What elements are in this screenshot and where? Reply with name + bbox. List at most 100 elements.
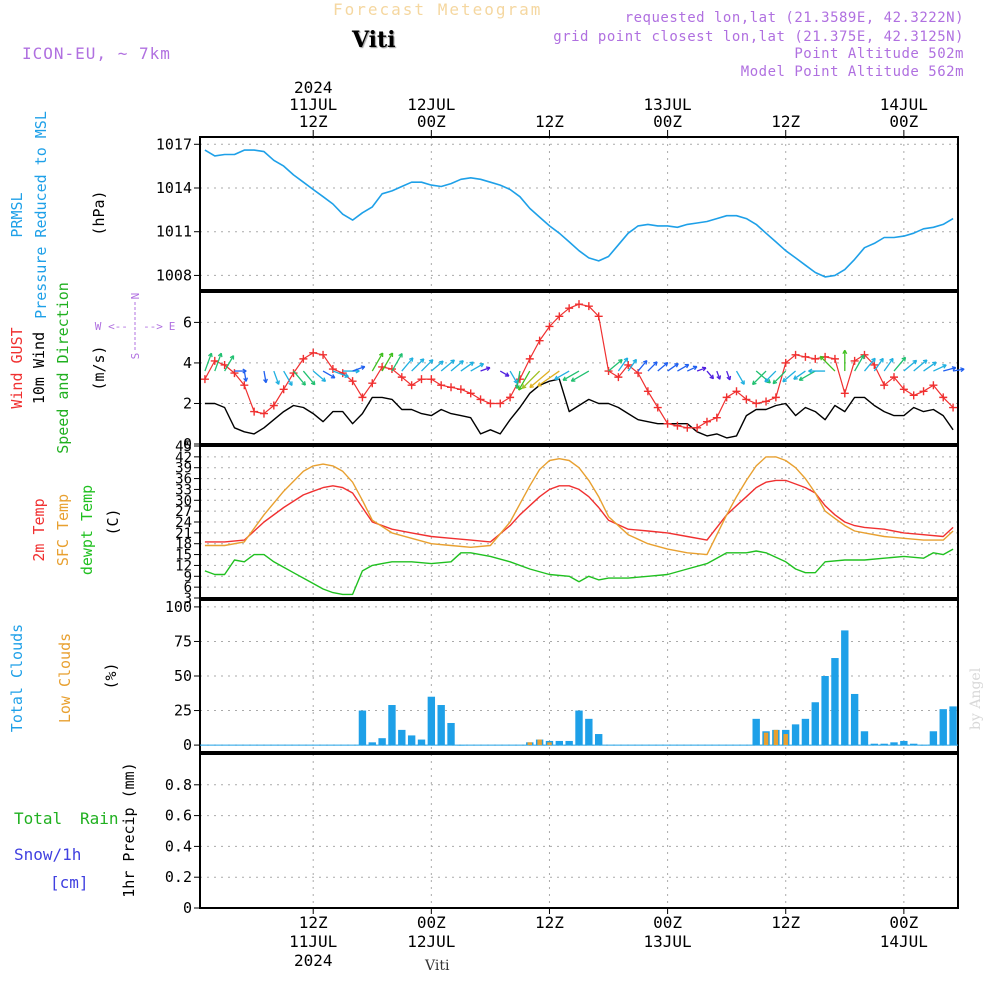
y-tick-label: 0.2 [165,868,192,886]
wind-arrow [883,358,894,372]
total-cloud-bar [949,706,957,746]
total-cloud-bar [427,696,436,746]
wind-arrow [903,359,917,372]
wind-arrowhead [798,376,804,381]
total-cloud-bar [368,742,376,746]
wind-arrow [726,370,731,381]
gridpoint-coords: grid point closest lon,lat (21.375E, 42.… [553,29,964,45]
wind-arrowhead [922,359,928,364]
top-time-label: 14JUL [880,95,928,114]
wind-gust-marker [899,385,908,394]
wind-arrowhead [819,355,825,361]
precip-unit: 1hr Precip (mm) [120,762,138,897]
wind-gust-marker [525,354,534,363]
top-time-label: 12Z [299,112,328,131]
total-cloud-bar [752,718,760,746]
compass-arrow-e: --> [143,320,163,333]
wind-arrowhead [623,357,629,362]
wind-arrowhead [632,358,638,364]
wind-arrowhead [428,359,434,364]
wind-arrowhead [912,359,918,365]
wind-arrow [752,370,767,385]
y-tick-label: 45 [175,439,192,455]
wind-arrowhead [513,379,518,384]
wind-gust-marker [801,352,810,361]
wind-arrow [521,370,541,389]
wind-gust-marker [683,423,692,432]
wind-gust-marker [319,350,328,359]
total-cloud-bar [929,731,938,746]
wind-arrowhead [860,354,865,360]
wind-arrowhead [554,375,559,380]
wind-arrowhead [618,358,623,364]
y-tick-label: 1014 [156,179,192,197]
wind-arrowhead [871,357,876,363]
wind-gust-marker [909,391,918,400]
bottom-time-label: 00Z [653,913,682,932]
total-cloud-bar [890,742,898,746]
total-cloud-bar [358,710,367,746]
compass-n: N [129,293,142,300]
wind-gust-marker [919,387,928,396]
total-cloud-bar [407,735,416,746]
wind-arrowhead [692,365,698,371]
wind-arrowhead [408,357,414,362]
wind-gust-marker [939,393,948,402]
pressure-label: PRMSL [8,192,26,237]
wind-gust-marker [575,300,583,309]
wind-arrow [772,370,787,385]
wind-arrow [764,370,777,383]
wind-gust-label: Wind GUST [8,327,26,408]
total-cloud-bar [378,738,386,746]
wind-arrowhead [378,352,384,358]
wind-arrow [667,363,679,372]
wind-arrowhead [772,379,778,385]
top-time-label: 13JUL [644,95,692,114]
y-tick-label: 39 [175,461,192,477]
wind-arrow [440,359,455,372]
wind-arrow [687,365,698,372]
y-tick-label: 25 [174,702,192,720]
total-cloud-bar [900,740,908,746]
wind-arrow [371,352,384,372]
y-tick-label: 36 [175,472,192,488]
wind-arrow [243,370,247,382]
wind-gust-marker [584,302,593,311]
wind-gust-marker [565,304,574,313]
temp-dewpt-label: dewpt Temp [78,485,96,575]
wind-gust-marker [840,389,849,398]
y-tick-label: 12 [175,558,192,574]
wind-arrowhead [310,380,316,386]
total-cloud-bar [565,740,573,746]
wind-gust-marker [890,373,899,382]
wind-arrow [529,370,550,388]
wind-arrow [263,370,267,383]
pressure-sublabel: Pressure Reduced to MSL [32,111,50,319]
wind-gust-marker [811,354,820,363]
wind-gust-marker [752,399,761,408]
wind-arrowhead [207,352,213,358]
total-cloud-bar [821,676,829,746]
wind-arrow [411,358,425,372]
wind-gust-marker [545,322,554,331]
wind-arrowhead [360,365,366,371]
total-cloud-bar [870,743,879,746]
wind-arrow [854,354,865,372]
compass-w: W [95,320,102,333]
wind-gust-marker [387,365,396,374]
wind-gust-marker [486,399,495,408]
wind-arrowhead [459,360,464,365]
wind-gust-marker [880,381,889,390]
wind-arrowhead [330,374,336,379]
wind-gust-marker [643,387,652,396]
temp-sfc-label: SFC Temp [54,494,72,566]
bottom-time-label: 14JUL [880,932,928,951]
wind-arrow [480,367,491,372]
wind-arrow [782,370,796,383]
wind-arrowhead [764,377,770,383]
bottom-time-label: 00Z [889,913,918,932]
wind-gust-marker [762,397,771,406]
wind-arrowhead [388,352,394,358]
wind-gust-marker [712,413,721,422]
wind-arrowhead [504,372,510,377]
